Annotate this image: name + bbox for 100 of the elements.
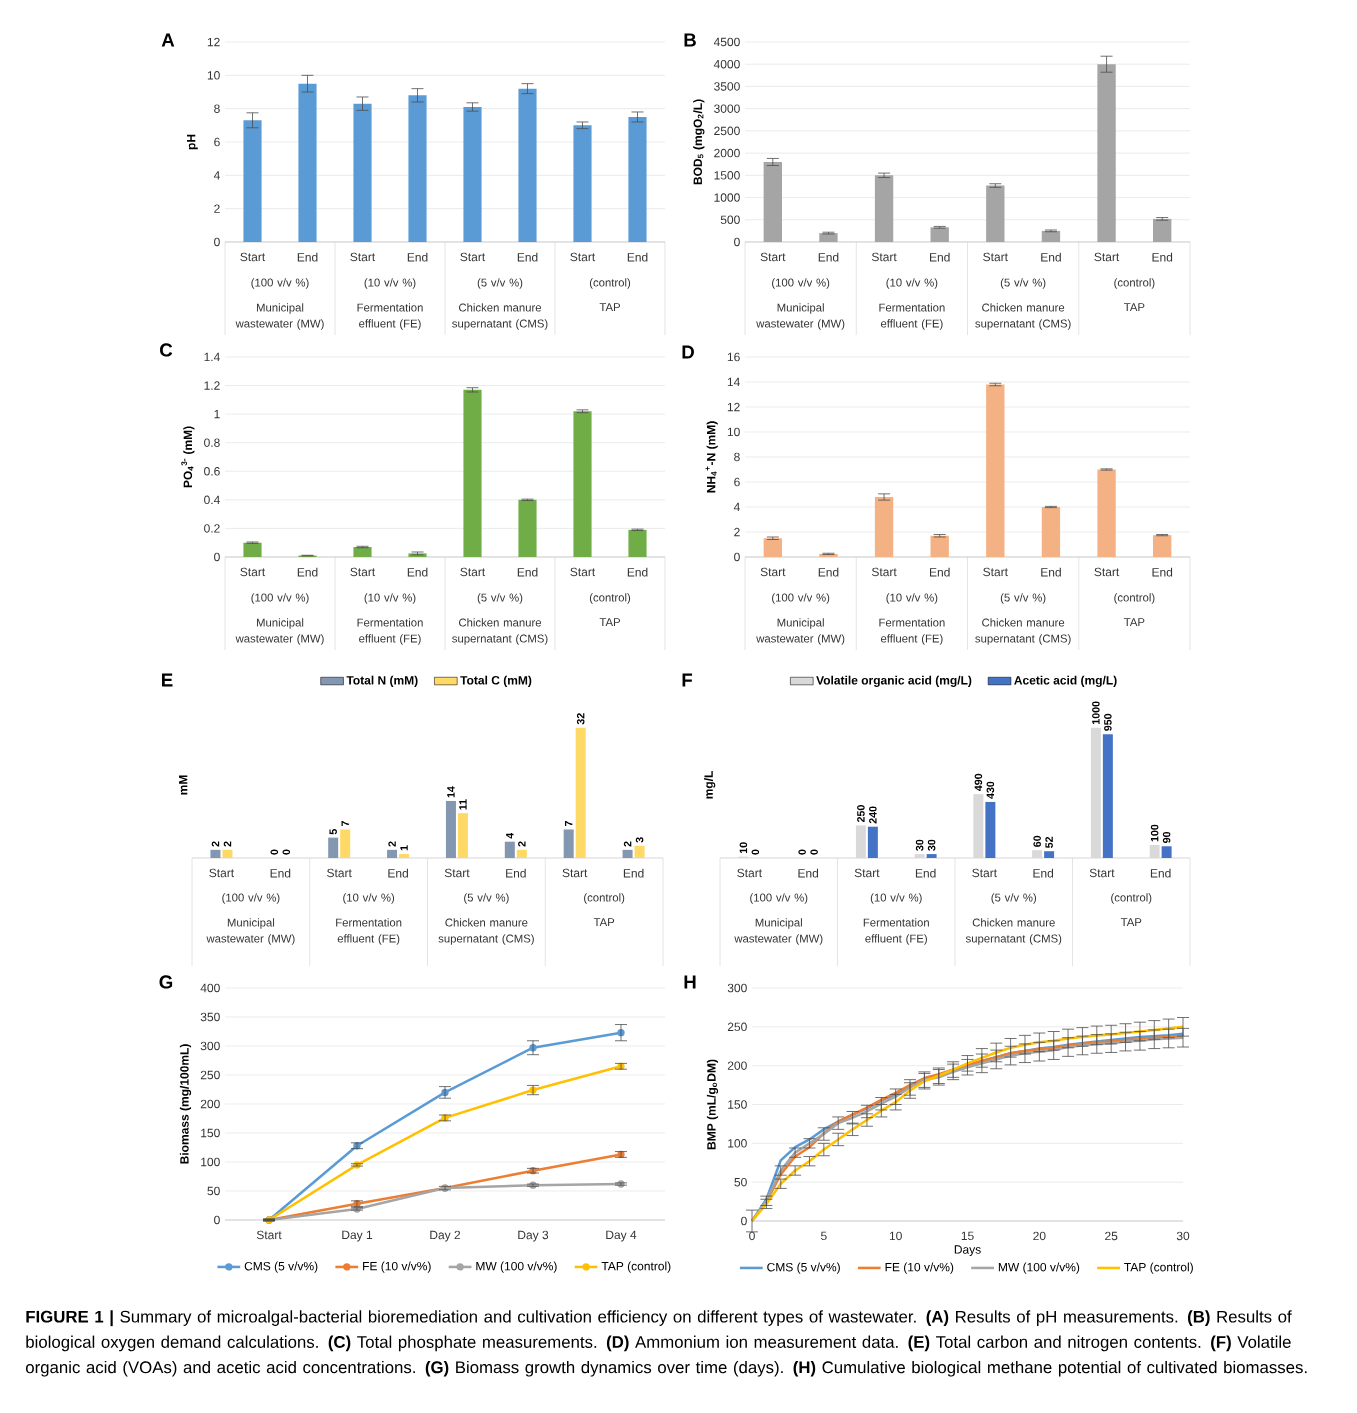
- y-tick-label: 4000: [713, 59, 740, 69]
- y-tick-label: 0: [214, 1215, 220, 1225]
- x-tick-label: End: [297, 252, 318, 262]
- x-tick-label: End: [1152, 567, 1173, 577]
- x-tick-label: End: [1033, 868, 1054, 878]
- data-label: 52: [1045, 836, 1053, 848]
- text: (100 v/v %): [251, 593, 309, 604]
- data-label: 430: [986, 781, 995, 799]
- data-label: 14: [447, 786, 455, 798]
- legend-label: Total C (mM): [460, 675, 532, 687]
- legend-label: Volatile organic acid (mg/L): [816, 675, 972, 687]
- x-tick-label: End: [1150, 868, 1171, 878]
- data-label: 0: [282, 849, 291, 855]
- x-tick-label: Start: [972, 868, 997, 878]
- y-tick-label: 0: [734, 552, 740, 562]
- x-tick-label: End: [517, 252, 538, 262]
- chart-title: F: [682, 673, 693, 687]
- text: (5 v/v %): [1000, 278, 1046, 289]
- x-tick-label: 10: [889, 1231, 902, 1241]
- data-label: 60: [1033, 835, 1041, 847]
- data-label: 3: [635, 837, 644, 843]
- text: (5 v/v %): [991, 893, 1037, 904]
- x-tick-label: Start: [1094, 567, 1120, 577]
- data-label: 240: [869, 806, 877, 824]
- text: Municipal wastewater (MW): [235, 618, 324, 645]
- chart-title: B: [684, 33, 696, 47]
- x-tick-label: Day 1: [342, 1230, 373, 1242]
- text: Municipal wastewater (MW): [206, 918, 295, 945]
- y-tick-label: 4500: [713, 37, 740, 47]
- text: Municipal wastewater (MW): [756, 303, 845, 330]
- y-tick-label: 8: [734, 452, 740, 462]
- data-label: 0: [270, 849, 279, 855]
- text: (control): [1114, 278, 1155, 289]
- x-tick-label: End: [623, 868, 644, 878]
- text: (10 v/v %): [870, 893, 922, 904]
- x-tick-label: End: [1041, 567, 1061, 577]
- text: (5 v/v %): [1000, 593, 1046, 604]
- text: Municipal wastewater (MW): [734, 918, 823, 945]
- x-tick-label: Start: [327, 868, 352, 878]
- x-tick-label: Start: [570, 252, 596, 262]
- text: TAP: [1124, 618, 1145, 627]
- text: TAP: [593, 918, 615, 927]
- data-label: 100: [1150, 824, 1159, 842]
- y-axis-title: BMP (mL/g$_{o}$DM): [706, 1059, 719, 1150]
- y-tick-label: 0.6: [204, 467, 220, 476]
- x-tick-label: End: [297, 567, 318, 577]
- y-tick-label: 3500: [714, 82, 740, 91]
- y-tick-label: 2500: [714, 126, 740, 136]
- legend-label: FE (10 v/v%): [885, 1262, 954, 1274]
- legend-label: CMS (5 v/v%): [244, 1261, 318, 1273]
- x-tick-label: Start: [444, 868, 470, 878]
- y-tick-label: 1: [214, 410, 220, 419]
- data-label: 11: [459, 799, 467, 810]
- x-tick-label: 20: [1033, 1231, 1046, 1241]
- data-label: 30: [927, 839, 936, 851]
- text: Municipal wastewater (MW): [756, 618, 845, 645]
- text: (control): [589, 278, 631, 289]
- y-tick-label: 4: [213, 171, 220, 180]
- x-tick-label: Start: [1094, 252, 1120, 262]
- y-tick-label: 1500: [714, 171, 740, 180]
- y-tick-label: 14: [727, 377, 740, 387]
- data-label: 0: [810, 849, 818, 855]
- y-tick-label: 16: [727, 352, 740, 362]
- text: (100 v/v %): [222, 893, 280, 904]
- text: (5 v/v %): [477, 593, 523, 604]
- y-tick-label: 400: [200, 983, 220, 993]
- x-tick-label: End: [407, 567, 428, 577]
- data-label: 1: [400, 845, 408, 851]
- text: Chicken manure supernatant (CMS): [452, 618, 548, 645]
- chart-title: C: [160, 343, 173, 357]
- data-label: 490: [974, 773, 983, 792]
- x-tick-label: Start: [760, 252, 786, 262]
- y-tick-label: 0.2: [204, 524, 220, 533]
- x-tick-label: Start: [760, 567, 786, 577]
- y-axis-title: pH: [187, 134, 198, 150]
- y-tick-label: 12: [207, 37, 220, 47]
- data-label: 0: [798, 849, 806, 855]
- y-tick-label: 300: [727, 983, 747, 993]
- text: Chicken manure supernatant (CMS): [975, 618, 1071, 645]
- text: (10 v/v %): [364, 278, 416, 289]
- y-tick-label: 2000: [714, 148, 740, 158]
- text: TAP: [599, 618, 621, 627]
- y-tick-label: 250: [727, 1022, 747, 1032]
- x-tick-label: Start: [983, 252, 1008, 262]
- x-tick-label: Start: [209, 868, 235, 878]
- data-label: 5: [329, 829, 337, 835]
- chart-title: D: [682, 345, 694, 359]
- x-tick-label: Start: [460, 252, 486, 262]
- x-tick-label: Start: [460, 567, 486, 577]
- x-tick-label: Start: [737, 868, 762, 878]
- y-axis-title: Biomass (mg/100mL): [179, 1044, 192, 1164]
- text: Chicken manure supernatant (CMS): [965, 918, 1062, 945]
- legend-label: MW (100 v/v%): [998, 1262, 1080, 1274]
- y-tick-label: 10: [727, 427, 740, 437]
- y-tick-label: 150: [728, 1100, 747, 1109]
- y-tick-label: 200: [727, 1061, 747, 1070]
- x-tick-label: End: [627, 252, 648, 262]
- text: Fermentation effluent (FE): [863, 918, 929, 945]
- text: (10 v/v %): [343, 893, 395, 904]
- x-tick-label: Day 2: [430, 1230, 461, 1242]
